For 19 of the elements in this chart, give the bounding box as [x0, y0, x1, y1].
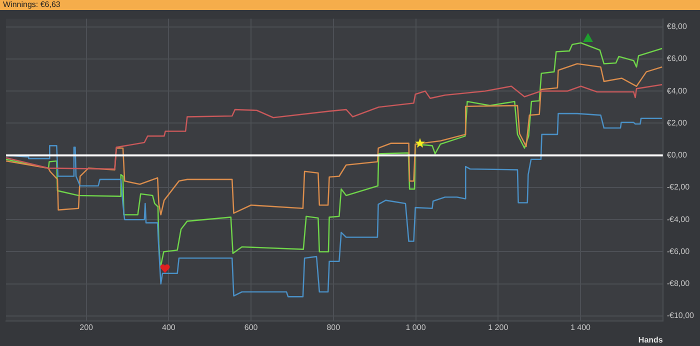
x-tick-label: 400: [162, 322, 176, 332]
y-tick-label: -€2,00: [666, 182, 690, 192]
y-tick-label: €8,00: [666, 22, 688, 32]
chart-title: Winnings: €6,63: [0, 0, 700, 10]
x-tick-label: 1 400: [570, 322, 592, 332]
y-tick-label: -€8,00: [666, 279, 690, 288]
x-axis-title: Hands: [638, 335, 664, 344]
x-tick-label: 200: [80, 322, 94, 332]
x-tick-label: 800: [326, 322, 341, 332]
x-tick-label: 1 200: [488, 322, 509, 332]
y-tick-label: €0,00: [666, 150, 688, 160]
x-tick-label: 600: [244, 322, 258, 332]
y-tick-label: €4,00: [666, 86, 688, 96]
y-tick-label: -€10,00: [666, 311, 695, 320]
y-tick-label: -€6,00: [666, 246, 690, 256]
x-tick-label: 1 000: [406, 322, 426, 332]
y-tick-label: -€4,00: [666, 214, 690, 224]
y-tick-label: €6,00: [666, 54, 688, 64]
y-tick-label: €2,00: [666, 118, 688, 128]
